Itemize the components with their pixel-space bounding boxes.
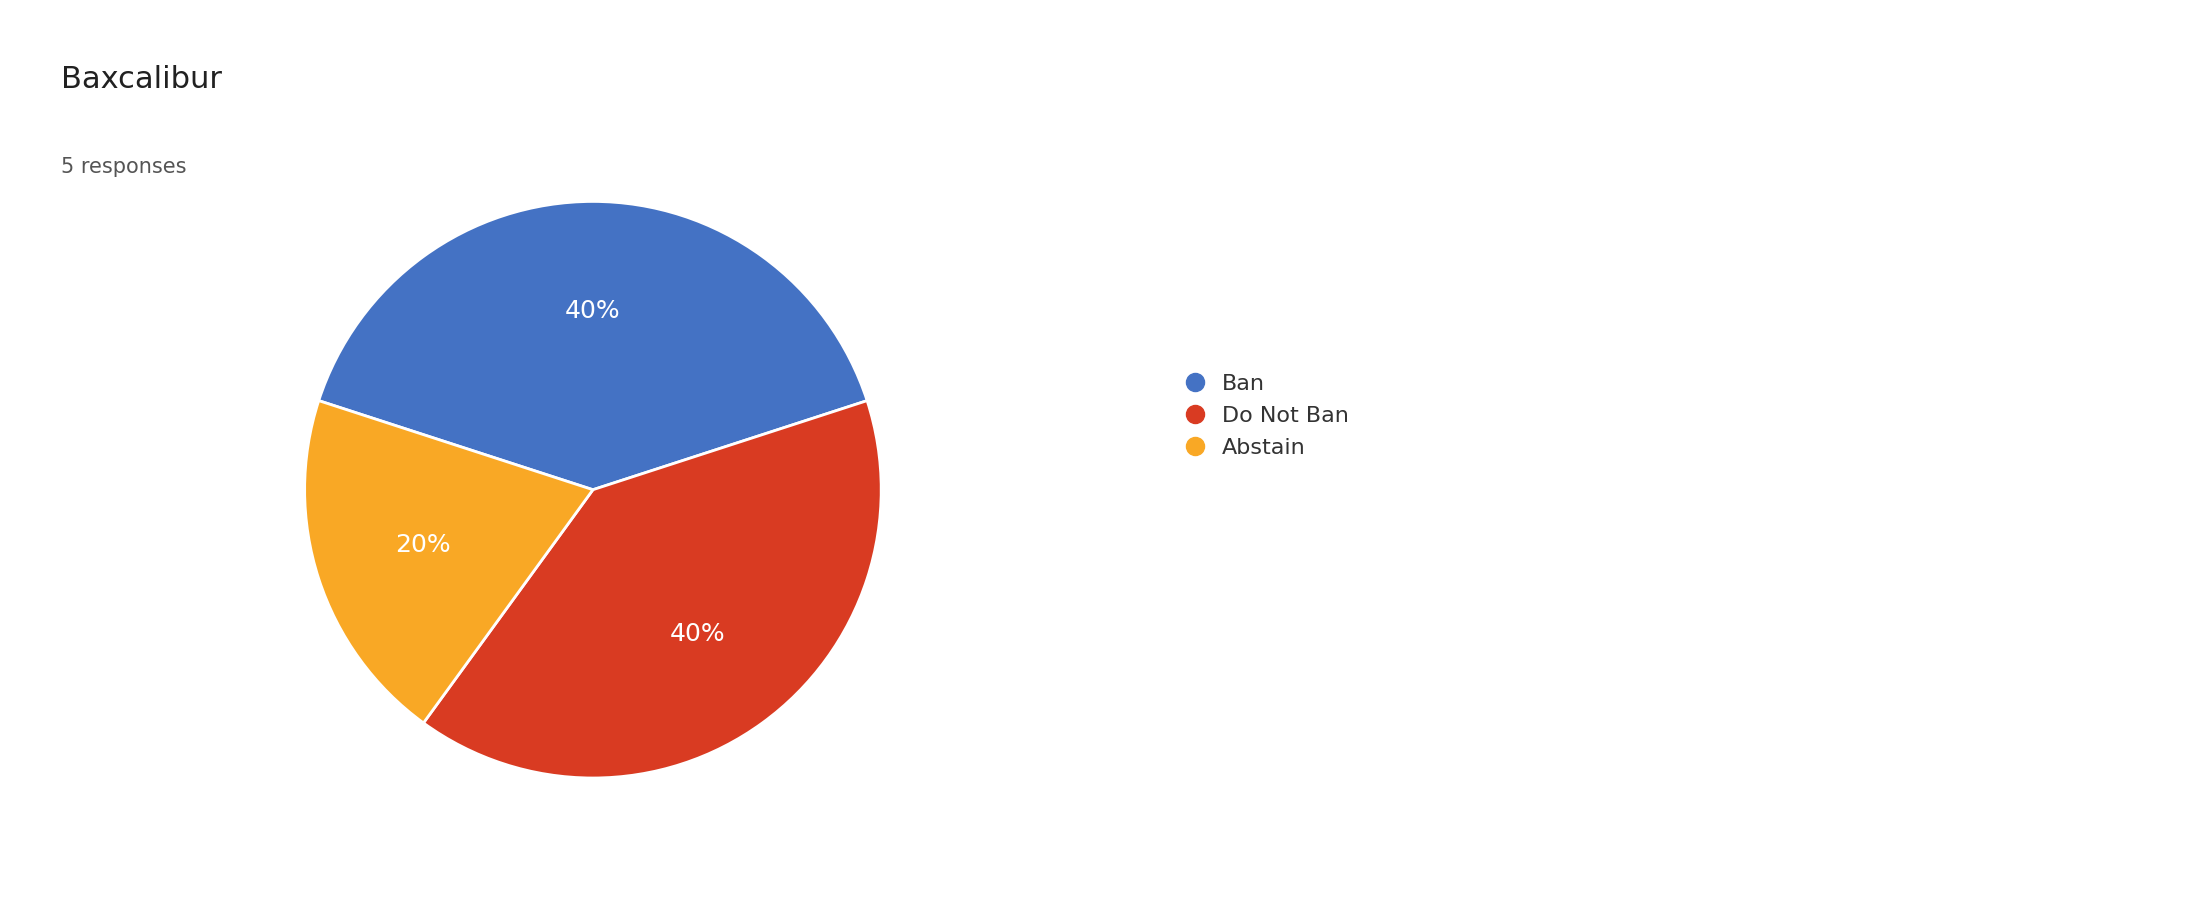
Text: 20%: 20% [395,533,450,557]
Text: 40%: 40% [670,623,727,646]
Wedge shape [318,201,867,490]
Text: 5 responses: 5 responses [61,157,187,177]
Text: 40%: 40% [564,299,621,323]
Wedge shape [305,401,593,723]
Legend: Ban, Do Not Ban, Abstain: Ban, Do Not Ban, Abstain [1186,373,1348,458]
Text: Baxcalibur: Baxcalibur [61,65,222,93]
Wedge shape [424,401,881,778]
